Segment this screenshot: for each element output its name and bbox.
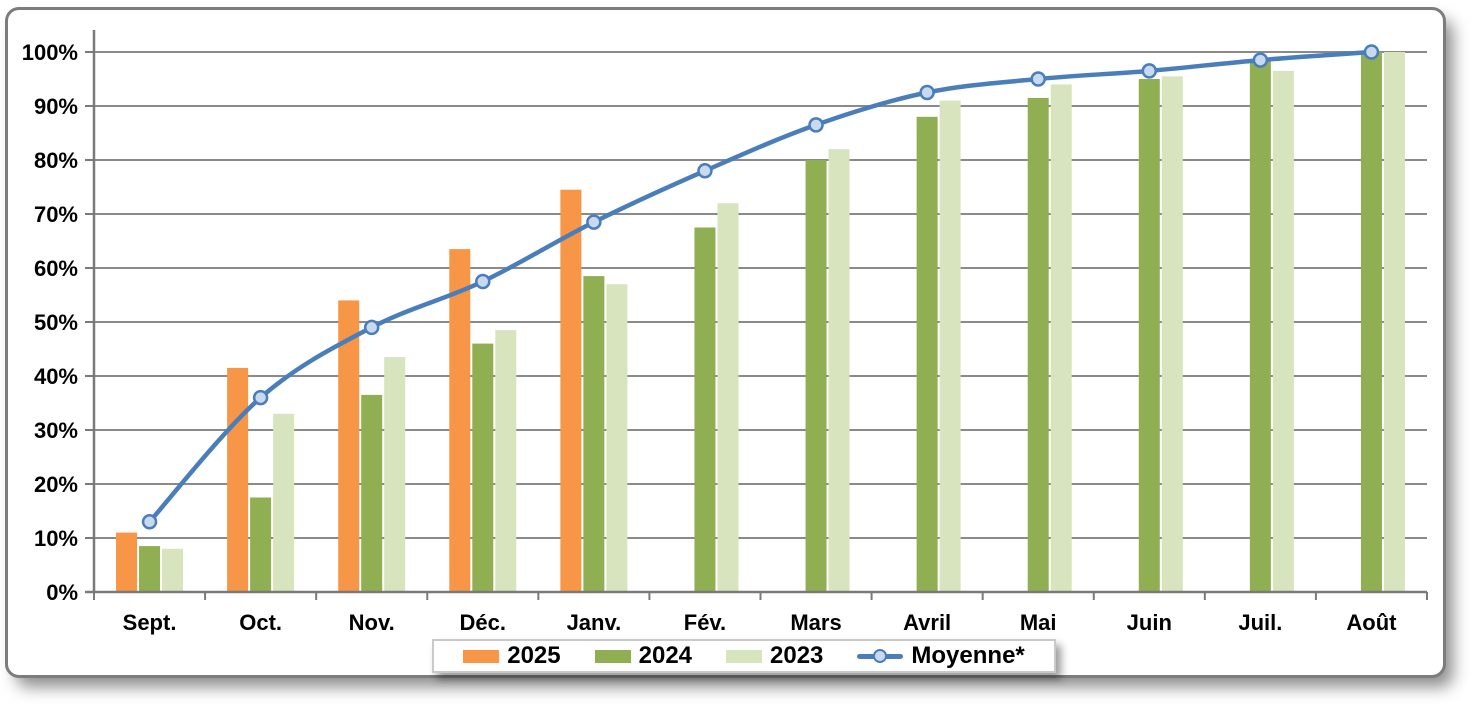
y-tick-label: 20% <box>34 472 78 497</box>
x-tick-label: Déc. <box>460 610 506 635</box>
legend-swatch-icon-2025 <box>463 649 500 663</box>
y-tick-label: 10% <box>34 526 78 551</box>
bar-2023-m5 <box>717 203 739 592</box>
bar-2024-m7 <box>916 116 938 593</box>
y-tick-label: 100% <box>22 40 78 65</box>
x-tick-label: Nov. <box>349 610 395 635</box>
legend-swatch-icon-2024 <box>594 649 631 663</box>
bar-2024-m4 <box>583 276 605 592</box>
moyenne-marker-m9 <box>1141 63 1158 79</box>
x-tick-label: Mai <box>1020 610 1057 635</box>
x-tick-label: Sept. <box>123 610 177 635</box>
bar-2025-m1 <box>227 367 249 592</box>
bar-2023-m11 <box>1383 52 1405 592</box>
legend-label: 2025 <box>507 642 561 669</box>
bar-2024-m10 <box>1249 60 1271 593</box>
y-tick-label: 40% <box>34 364 78 389</box>
bar-2025-m2 <box>338 300 360 592</box>
y-tick-label: 50% <box>34 310 78 335</box>
x-tick-label: Fév. <box>684 610 726 635</box>
bar-2023-m10 <box>1272 70 1294 592</box>
x-tick-label: Juil. <box>1238 610 1282 635</box>
legend-label: Moyenne* <box>911 642 1025 669</box>
y-tick-label: 60% <box>34 256 78 281</box>
moyenne-marker-m11 <box>1363 44 1380 60</box>
bar-2024-m6 <box>805 160 827 592</box>
x-tick-label: Juin <box>1127 610 1172 635</box>
legend-item-moyenne: Moyenne* <box>857 642 1025 670</box>
bar-2023-m1 <box>273 413 295 592</box>
bar-2025-m4 <box>560 189 582 592</box>
bar-2023-m6 <box>828 149 850 592</box>
moyenne-marker-m3 <box>475 273 491 290</box>
legend-label: 2023 <box>770 642 824 669</box>
legend-item-2024: 2024 <box>594 642 693 670</box>
bar-2024-m9 <box>1138 79 1160 592</box>
x-tick-label: Mars <box>790 610 841 635</box>
y-tick-label: 90% <box>34 94 78 119</box>
y-tick-label: 30% <box>34 418 78 443</box>
y-tick-label: 0% <box>46 580 78 605</box>
moyenne-marker-m4 <box>586 214 602 230</box>
legend-item-2025: 2025 <box>463 642 561 670</box>
x-tick-label: Avril <box>903 610 951 635</box>
moyenne-marker-m0 <box>141 514 158 530</box>
bar-2023-m9 <box>1161 76 1183 593</box>
x-tick-label: Août <box>1346 610 1397 635</box>
legend-swatch-icon-2023 <box>726 649 763 663</box>
moyenne-marker-m1 <box>252 389 269 406</box>
bar-2024-m3 <box>472 343 494 592</box>
moyenne-marker-m6 <box>808 117 824 133</box>
moyenne-marker-m10 <box>1252 52 1269 68</box>
legend-item-2023: 2023 <box>726 642 823 670</box>
bar-2024-m5 <box>694 227 716 592</box>
bar-2025-m3 <box>449 249 471 592</box>
x-tick-label: Oct. <box>239 610 282 635</box>
bar-2024-m11 <box>1360 52 1382 592</box>
legend-line-marker-icon <box>857 648 904 664</box>
bar-2023-m8 <box>1050 84 1072 593</box>
bar-2024-m8 <box>1027 97 1049 593</box>
bar-2023-m7 <box>939 100 961 592</box>
legend-label: 2024 <box>638 642 693 669</box>
bar-2023-m3 <box>495 330 517 592</box>
bar-2024-m2 <box>361 394 383 592</box>
moyenne-marker-m8 <box>1030 71 1046 87</box>
bar-2024-m1 <box>250 497 272 592</box>
bar-2023-m2 <box>384 357 406 592</box>
bar-2023-m4 <box>606 284 628 592</box>
bar-2023-m0 <box>162 548 184 592</box>
moyenne-marker-m2 <box>363 319 380 336</box>
x-tick-label: Janv. <box>567 610 622 635</box>
chart-legend: 2025 2024 2023 Moyenne* <box>432 639 1056 673</box>
y-tick-label: 80% <box>34 148 78 173</box>
bar-2025-m0 <box>116 532 138 592</box>
moyenne-marker-m5 <box>697 163 713 179</box>
moyenne-line <box>147 49 1374 525</box>
moyenne-marker-m7 <box>919 84 935 101</box>
y-tick-label: 70% <box>34 202 78 227</box>
bar-2024-m0 <box>139 546 161 592</box>
